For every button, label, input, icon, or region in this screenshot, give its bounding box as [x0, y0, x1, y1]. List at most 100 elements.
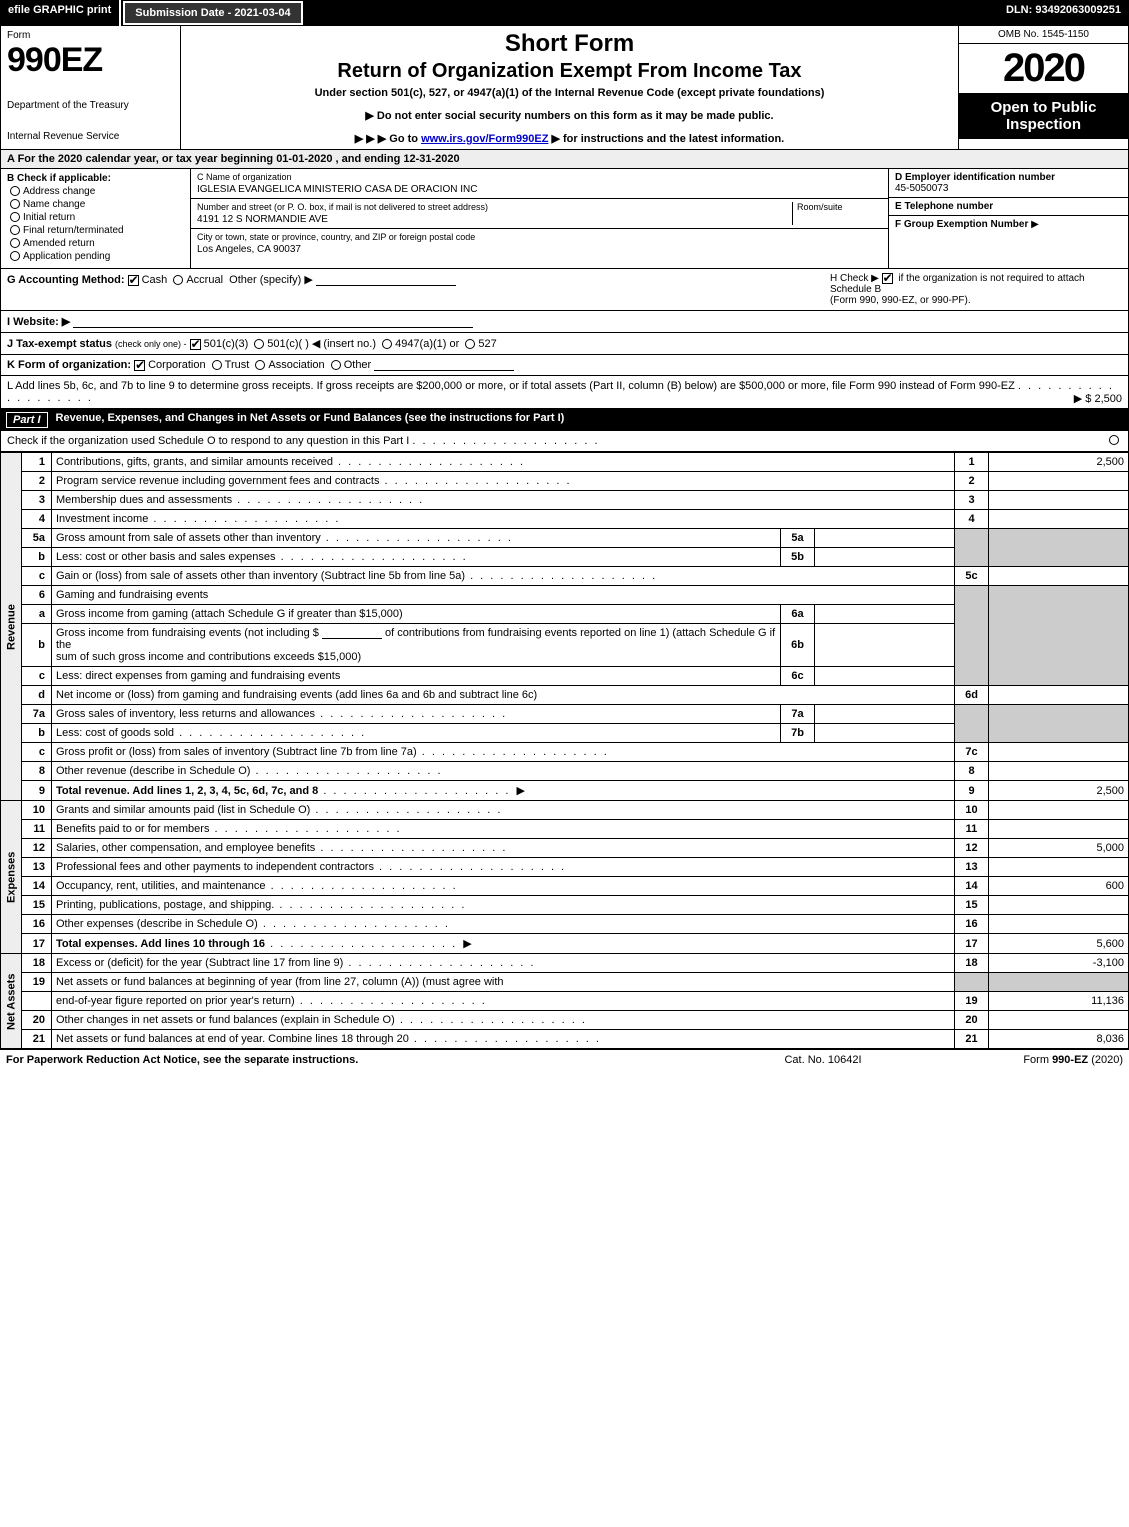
- line-no: 9: [22, 781, 52, 801]
- sub-ref: 5a: [781, 529, 815, 548]
- form-word: Form: [7, 30, 174, 41]
- line-text: Salaries, other compensation, and employ…: [56, 842, 315, 854]
- line-no: a: [22, 605, 52, 624]
- chk-application-pending[interactable]: Application pending: [7, 251, 184, 262]
- line-amount: [989, 491, 1129, 510]
- h-post2: (Form 990, 990-EZ, or 990-PF).: [830, 295, 971, 306]
- chk-527[interactable]: [465, 339, 475, 349]
- line-no: 11: [22, 820, 52, 839]
- line-amount: 600: [989, 877, 1129, 896]
- line-amount: [989, 858, 1129, 877]
- page-footer: For Paperwork Reduction Act Notice, see …: [0, 1049, 1129, 1070]
- org-name-value: IGLESIA EVANGELICA MINISTERIO CASA DE OR…: [197, 184, 882, 195]
- meta-block: B Check if applicable: Address change Na…: [0, 169, 1129, 269]
- shaded-cell: [955, 973, 989, 992]
- chk-4947[interactable]: [382, 339, 392, 349]
- chk-501c3[interactable]: [190, 339, 201, 350]
- chk-final-return[interactable]: Final return/terminated: [7, 225, 184, 236]
- line-amount: [989, 743, 1129, 762]
- row-j: J Tax-exempt status (check only one) - 5…: [0, 333, 1129, 355]
- chk-schedule-b[interactable]: [882, 273, 893, 284]
- chk-initial-return[interactable]: Initial return: [7, 212, 184, 223]
- line-amount: 8,036: [989, 1030, 1129, 1049]
- sub-amount: [815, 624, 955, 667]
- line-ref: 9: [955, 781, 989, 801]
- chk-trust[interactable]: [212, 360, 222, 370]
- line-text: Other changes in net assets or fund bala…: [56, 1014, 395, 1026]
- dept-treasury: Department of the Treasury: [7, 100, 174, 111]
- chk-501c[interactable]: [254, 339, 264, 349]
- ein-label: D Employer identification number: [895, 172, 1122, 183]
- org-name-cell: C Name of organization IGLESIA EVANGELIC…: [191, 169, 888, 199]
- part1-title: Revenue, Expenses, and Changes in Net As…: [56, 412, 1123, 428]
- j-small: (check only one) -: [115, 339, 187, 349]
- line-ref: 21: [955, 1030, 989, 1049]
- chk-schedule-o[interactable]: [1109, 435, 1119, 445]
- chk-amended-return[interactable]: Amended return: [7, 238, 184, 249]
- other-org-input[interactable]: [374, 359, 514, 371]
- chk-address-change[interactable]: Address change: [7, 186, 184, 197]
- line-text: Gain or (loss) from sale of assets other…: [56, 570, 465, 582]
- other-specify-input[interactable]: [316, 274, 456, 286]
- efile-print-button[interactable]: efile GRAPHIC print: [0, 0, 121, 26]
- submission-date-button[interactable]: Submission Date - 2021-03-04: [123, 1, 302, 25]
- line-no: 13: [22, 858, 52, 877]
- line-amount: [989, 820, 1129, 839]
- street-cell: Number and street (or P. O. box, if mail…: [191, 199, 888, 229]
- opt-trust: Trust: [225, 359, 250, 371]
- contrib-input[interactable]: [322, 627, 382, 639]
- line-text: Gross profit or (loss) from sales of inv…: [56, 746, 417, 758]
- arrow-icon: [513, 785, 527, 797]
- chk-cash[interactable]: [128, 275, 139, 286]
- ein-value: 45-5050073: [895, 183, 1122, 194]
- line-text: end-of-year figure reported on prior yea…: [56, 995, 295, 1007]
- row-k: K Form of organization: Corporation Trus…: [0, 355, 1129, 376]
- line-ref: 17: [955, 934, 989, 954]
- chk-accrual[interactable]: [173, 275, 183, 285]
- box-c: C Name of organization IGLESIA EVANGELIC…: [191, 169, 888, 268]
- shaded-cell: [989, 973, 1129, 992]
- line-amount: [989, 915, 1129, 934]
- chk-name-change[interactable]: Name change: [7, 199, 184, 210]
- line-14: 14 Occupancy, rent, utilities, and maint…: [1, 877, 1129, 896]
- sub-amount: [815, 548, 955, 567]
- k-label: K Form of organization:: [7, 359, 131, 371]
- goto-note: ▶ Go to www.irs.gov/Form990EZ for instru…: [189, 132, 950, 145]
- form-title: Return of Organization Exempt From Incom…: [189, 60, 950, 83]
- part1-check-text: Check if the organization used Schedule …: [7, 435, 409, 447]
- chk-corporation[interactable]: [134, 360, 145, 371]
- website-input[interactable]: [73, 316, 473, 328]
- line-no: 8: [22, 762, 52, 781]
- box-b: B Check if applicable: Address change Na…: [1, 169, 191, 268]
- short-form-title: Short Form: [189, 30, 950, 58]
- tax-period-row: A For the 2020 calendar year, or tax yea…: [0, 150, 1129, 169]
- line-amount: 11,136: [989, 992, 1129, 1011]
- line-text: Less: cost of goods sold: [56, 727, 174, 739]
- line-amount: [989, 567, 1129, 586]
- line-amount: [989, 472, 1129, 491]
- opt-501c: 501(c)( ) ◀ (insert no.): [267, 338, 376, 350]
- line-no: 4: [22, 510, 52, 529]
- line-text: Membership dues and assessments: [56, 494, 232, 506]
- open-inspection: Open to Public Inspection: [959, 93, 1128, 139]
- opt-501c3: 501(c)(3): [204, 338, 249, 350]
- line-amount: 2,500: [989, 453, 1129, 472]
- line-ref: 12: [955, 839, 989, 858]
- line-text: Gaming and fundraising events: [56, 589, 208, 601]
- row-g: G Accounting Method: Cash Accrual Other …: [7, 273, 822, 306]
- line-no: c: [22, 667, 52, 686]
- line-no: b: [22, 724, 52, 743]
- footer-left: For Paperwork Reduction Act Notice, see …: [6, 1054, 723, 1066]
- g-label: G Accounting Method:: [7, 274, 125, 286]
- chk-association[interactable]: [255, 360, 265, 370]
- line-text: Occupancy, rent, utilities, and maintena…: [56, 880, 266, 892]
- line-no: 14: [22, 877, 52, 896]
- chk-other-org[interactable]: [331, 360, 341, 370]
- sub-ref: 7a: [781, 705, 815, 724]
- opt-527: 527: [478, 338, 496, 350]
- irs-link[interactable]: www.irs.gov/Form990EZ: [421, 133, 548, 145]
- sub-ref: 6c: [781, 667, 815, 686]
- line-21: 21 Net assets or fund balances at end of…: [1, 1030, 1129, 1049]
- line-text: Less: direct expenses from gaming and fu…: [56, 670, 340, 682]
- line-no: b: [22, 624, 52, 667]
